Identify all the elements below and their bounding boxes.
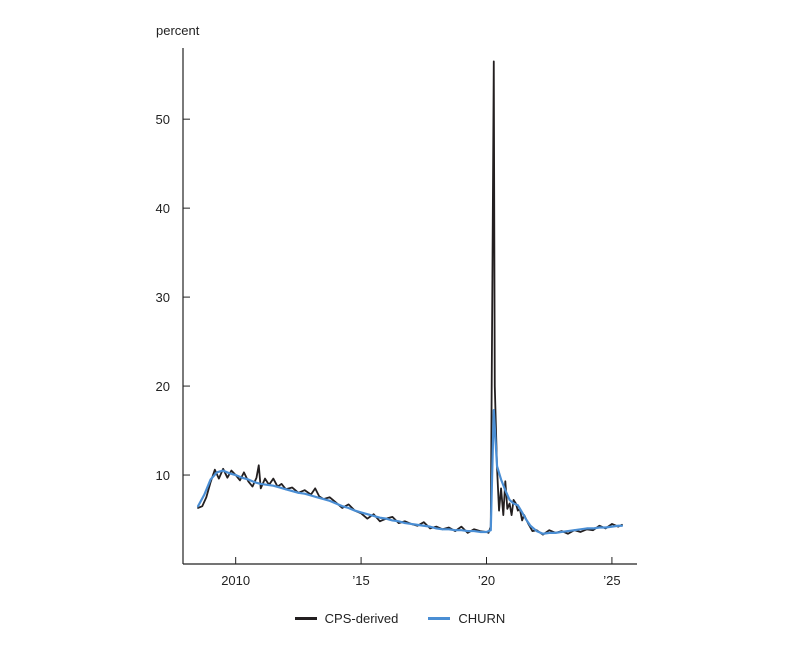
x-tick-label-2025: ’25 — [603, 573, 620, 588]
legend-swatch-cps-derived — [294, 616, 317, 620]
y-unit-label: percent — [156, 23, 200, 38]
legend: CPS-derived CHURN — [0, 606, 800, 630]
y-tick-label-40: 40 — [156, 201, 170, 216]
legend-item-cps-derived: CPS-derived — [294, 610, 399, 626]
x-tick-label-2020: ’20 — [478, 573, 495, 588]
series-line-cps-derived — [197, 60, 623, 536]
series-line-churn — [196, 408, 624, 535]
y-tick-label-50: 50 — [156, 112, 170, 127]
y-tick-label-20: 20 — [156, 379, 170, 394]
y-tick-label-10: 10 — [156, 468, 170, 483]
series-layer — [196, 60, 624, 536]
legend-label-cps-derived: CPS-derived — [324, 610, 399, 626]
x-tick-label-2015: ’15 — [352, 573, 369, 588]
axes: 10 20 30 40 50 2010 ’15 ’20 ’25 — [156, 48, 637, 588]
y-tick-label-30: 30 — [156, 290, 170, 305]
legend-label-churn: CHURN — [458, 610, 506, 626]
legend-item-churn: CHURN — [428, 611, 505, 626]
x-tick-label-2010: 2010 — [221, 573, 250, 588]
legend-swatch-churn — [428, 616, 451, 620]
